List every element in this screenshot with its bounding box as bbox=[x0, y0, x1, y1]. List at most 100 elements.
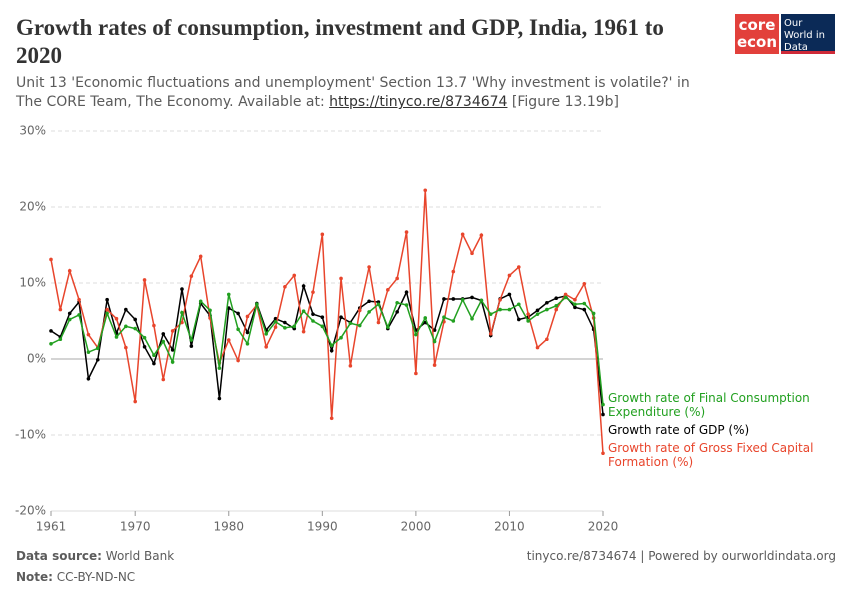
data-point bbox=[423, 316, 428, 320]
data-point bbox=[283, 285, 287, 289]
data-point bbox=[217, 396, 222, 401]
data-point bbox=[357, 323, 362, 328]
x-tick-label: 2010 bbox=[494, 520, 525, 534]
data-point bbox=[161, 332, 166, 336]
data-point bbox=[554, 304, 559, 308]
data-point bbox=[58, 307, 63, 312]
data-point bbox=[264, 332, 268, 336]
data-point bbox=[133, 317, 138, 322]
data-point bbox=[395, 310, 399, 314]
data-point bbox=[67, 311, 72, 316]
data-point bbox=[414, 371, 418, 376]
data-point bbox=[563, 292, 568, 297]
data-point bbox=[124, 324, 128, 329]
data-point bbox=[573, 305, 577, 310]
data-point bbox=[49, 257, 53, 262]
data-point bbox=[142, 345, 147, 349]
data-point bbox=[470, 316, 474, 321]
data-point bbox=[86, 332, 91, 337]
legend-label[interactable]: Growth rate of Final Consumption Expendi… bbox=[608, 390, 810, 419]
data-point bbox=[601, 402, 605, 407]
data-point bbox=[273, 325, 278, 329]
data-point bbox=[423, 188, 428, 193]
data-point bbox=[601, 412, 605, 417]
subtitle-text: Unit 13 'Economic fluctuations and unemp… bbox=[16, 75, 690, 110]
data-point bbox=[320, 324, 325, 329]
chart-title: Growth rates of consumption, investment … bbox=[16, 15, 664, 68]
legend-label[interactable]: Growth rate of GDP (%) bbox=[608, 422, 750, 437]
data-point bbox=[395, 276, 399, 281]
data-point bbox=[367, 310, 371, 314]
data-point bbox=[180, 287, 184, 291]
y-tick-label: -10% bbox=[15, 428, 46, 442]
data-point bbox=[198, 254, 203, 259]
data-point bbox=[133, 326, 138, 331]
data-point bbox=[226, 338, 231, 342]
data-point bbox=[49, 342, 53, 346]
data-point bbox=[488, 332, 493, 336]
data-point bbox=[367, 265, 371, 269]
data-point bbox=[601, 451, 605, 456]
data-point bbox=[582, 281, 587, 286]
subtitle-link[interactable]: https://tinyco.re/8734674 bbox=[329, 94, 508, 110]
y-tick-label: 10% bbox=[19, 276, 46, 290]
owid-logo[interactable]: Our World in Data bbox=[781, 14, 835, 54]
data-point bbox=[105, 311, 109, 316]
data-point bbox=[58, 337, 63, 342]
data-point bbox=[77, 313, 81, 317]
data-point bbox=[133, 399, 138, 404]
data-point bbox=[170, 360, 175, 364]
data-point bbox=[507, 307, 512, 312]
data-point bbox=[114, 335, 119, 339]
data-point bbox=[329, 348, 334, 353]
legend-label[interactable]: Growth rate of Gross Fixed Capital Forma… bbox=[608, 440, 814, 469]
y-tick-label: 30% bbox=[19, 124, 46, 138]
data-point bbox=[432, 339, 437, 344]
data-point bbox=[376, 320, 381, 325]
data-point bbox=[273, 319, 278, 324]
data-point bbox=[255, 302, 259, 307]
data-point bbox=[301, 284, 306, 288]
data-point bbox=[516, 317, 521, 322]
data-point bbox=[498, 307, 502, 312]
data-point bbox=[573, 297, 577, 302]
source: Data source: World Bank bbox=[16, 549, 174, 563]
data-point bbox=[432, 328, 437, 332]
series-line bbox=[50, 190, 604, 454]
data-point bbox=[451, 269, 456, 274]
data-point bbox=[189, 338, 194, 342]
data-point bbox=[142, 278, 147, 282]
data-point bbox=[189, 274, 194, 278]
data-point bbox=[236, 358, 240, 363]
data-point bbox=[67, 317, 72, 322]
data-point bbox=[470, 295, 474, 300]
data-point bbox=[161, 339, 166, 344]
data-point bbox=[49, 329, 53, 333]
data-point bbox=[339, 335, 343, 340]
data-point bbox=[545, 307, 549, 312]
source-label: Data source: bbox=[16, 549, 102, 563]
data-point bbox=[311, 312, 315, 316]
data-point bbox=[77, 297, 81, 302]
data-point bbox=[451, 319, 456, 323]
data-point bbox=[404, 230, 409, 234]
core-econ-logo[interactable]: core econ bbox=[735, 14, 779, 54]
data-point bbox=[516, 302, 521, 307]
data-point bbox=[86, 376, 91, 381]
data-point bbox=[507, 273, 512, 278]
data-point bbox=[535, 308, 540, 313]
data-point bbox=[432, 363, 437, 367]
data-point bbox=[451, 297, 456, 301]
credit[interactable]: tinyco.re/8734674 | Powered by ourworldi… bbox=[526, 549, 836, 563]
data-point bbox=[348, 321, 353, 326]
data-point bbox=[357, 308, 362, 313]
data-point bbox=[161, 377, 166, 382]
data-point bbox=[105, 297, 109, 302]
data-point bbox=[311, 290, 315, 294]
data-point bbox=[386, 288, 390, 292]
data-point bbox=[236, 311, 240, 316]
note: Note: CC-BY-ND-NC bbox=[16, 570, 135, 584]
data-point bbox=[292, 273, 297, 278]
